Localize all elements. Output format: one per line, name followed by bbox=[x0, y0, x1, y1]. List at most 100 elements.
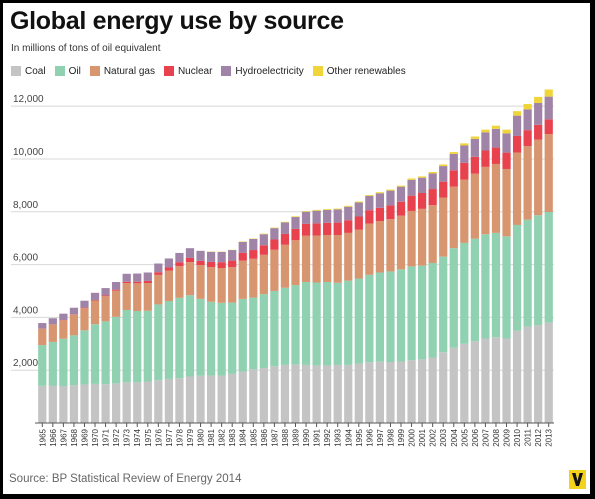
bar-segment-nuclear bbox=[344, 220, 353, 233]
x-tick-label: 1979 bbox=[186, 428, 195, 446]
bar-segment-other-renewables bbox=[439, 164, 448, 167]
bar-segment-other-renewables bbox=[312, 209, 321, 211]
bar-segment-nuclear bbox=[417, 193, 427, 209]
bar-segment-natural-gas bbox=[48, 324, 57, 342]
bar-segment-other-renewables bbox=[259, 233, 268, 235]
bar-segment-natural-gas bbox=[206, 267, 216, 302]
bar-segment-nuclear bbox=[143, 280, 152, 284]
bar-segment-oil bbox=[228, 302, 237, 374]
x-tick-label: 1973 bbox=[123, 428, 132, 446]
bar-segment-oil bbox=[112, 316, 121, 384]
bar-segment-coal bbox=[280, 364, 290, 423]
bar-segment-nuclear bbox=[228, 260, 237, 268]
legend-label: Other renewables bbox=[326, 65, 406, 77]
bar-segment-natural-gas bbox=[417, 208, 427, 266]
bar-segment-hydroelectricity bbox=[164, 258, 174, 268]
bar-segment-nuclear bbox=[122, 281, 131, 284]
bar-segment-other-renewables bbox=[365, 194, 374, 196]
bar-segment-natural-gas bbox=[217, 267, 226, 303]
bar-segment-natural-gas bbox=[502, 168, 511, 237]
x-tick-label: 1986 bbox=[260, 428, 269, 446]
bar-segment-nuclear bbox=[185, 257, 195, 263]
bar-segment-oil bbox=[238, 298, 247, 372]
bar-segment-oil bbox=[80, 330, 89, 385]
bar-segment-oil bbox=[154, 304, 163, 381]
bar-segment-hydroelectricity bbox=[228, 250, 237, 261]
bar-segment-coal bbox=[90, 383, 100, 423]
bar-segment-hydroelectricity bbox=[217, 251, 226, 263]
bar-segment-hydroelectricity bbox=[365, 195, 374, 211]
bar-segment-coal bbox=[59, 386, 68, 423]
bar-segment-natural-gas bbox=[407, 210, 416, 267]
bar-segment-oil bbox=[133, 311, 142, 383]
bar-segment-natural-gas bbox=[59, 320, 68, 339]
bar-segment-hydroelectricity bbox=[154, 263, 163, 273]
bar-segment-nuclear bbox=[365, 210, 374, 224]
bar-segment-coal bbox=[512, 330, 522, 423]
bar-segment-hydroelectricity bbox=[69, 307, 79, 315]
bar-segment-other-renewables bbox=[407, 178, 416, 180]
x-tick-label: 1978 bbox=[175, 428, 184, 446]
bar-segment-other-renewables bbox=[323, 209, 332, 210]
x-tick-label: 1987 bbox=[270, 428, 279, 446]
legend-swatch bbox=[312, 66, 323, 76]
bar-segment-hydroelectricity bbox=[512, 115, 522, 136]
bar-segment-other-renewables bbox=[512, 111, 522, 116]
bar-segment-other-renewables bbox=[470, 136, 479, 139]
bar-segment-natural-gas bbox=[375, 220, 385, 273]
bar-segment-natural-gas bbox=[470, 173, 479, 239]
bar-segment-coal bbox=[386, 362, 395, 423]
bar-segment-oil bbox=[217, 302, 226, 376]
bar-segment-natural-gas bbox=[312, 235, 321, 283]
bar-segment-oil bbox=[249, 297, 258, 370]
bar-segment-other-renewables bbox=[375, 192, 385, 194]
bar-segment-oil bbox=[365, 274, 374, 363]
bar-segment-coal bbox=[354, 363, 363, 423]
bar-segment-hydroelectricity bbox=[112, 281, 121, 290]
y-tick-label: 6,000 bbox=[13, 253, 38, 264]
bar-segment-coal bbox=[48, 385, 57, 423]
bar-segment-other-renewables bbox=[523, 104, 532, 110]
legend-label: Coal bbox=[25, 65, 46, 77]
bar-segment-natural-gas bbox=[196, 265, 205, 299]
bar-segment-hydroelectricity bbox=[301, 211, 311, 224]
x-tick-label: 2009 bbox=[503, 428, 512, 446]
bar-segment-oil bbox=[143, 310, 152, 382]
bar-segment-nuclear bbox=[270, 239, 279, 250]
bar-segment-coal bbox=[544, 322, 553, 423]
bar-segment-natural-gas bbox=[101, 296, 110, 322]
x-tick-label: 1992 bbox=[323, 428, 332, 446]
bar-segment-coal bbox=[249, 369, 258, 423]
bar-segment-nuclear bbox=[133, 281, 142, 284]
bar-segment-natural-gas bbox=[428, 205, 437, 263]
bar-segment-nuclear bbox=[164, 267, 174, 271]
x-tick-label: 2013 bbox=[545, 428, 554, 446]
bar-segment-natural-gas bbox=[386, 219, 395, 272]
bar-segment-coal bbox=[238, 371, 247, 423]
bar-segment-coal bbox=[460, 343, 469, 423]
bar-segment-hydroelectricity bbox=[470, 138, 479, 157]
bar-segment-coal bbox=[439, 352, 448, 423]
bar-segment-oil bbox=[375, 272, 385, 362]
bar-segment-hydroelectricity bbox=[196, 250, 205, 261]
bar-segment-other-renewables bbox=[301, 211, 311, 212]
bar-segment-oil bbox=[323, 281, 332, 366]
bar-segment-coal bbox=[80, 384, 89, 423]
x-tick-label: 2008 bbox=[492, 428, 501, 446]
bar-segment-coal bbox=[502, 338, 511, 423]
bar-segment-hydroelectricity bbox=[133, 273, 142, 282]
bar-segment-nuclear bbox=[460, 162, 469, 180]
bar-segment-oil bbox=[354, 278, 363, 364]
x-tick-label: 1982 bbox=[218, 428, 227, 446]
bar-segment-oil bbox=[122, 309, 131, 383]
legend-label: Oil bbox=[68, 65, 81, 77]
x-tick-label: 2006 bbox=[471, 428, 480, 446]
x-tick-label: 1975 bbox=[144, 428, 153, 446]
bar-segment-natural-gas bbox=[259, 254, 268, 295]
bar-segment-oil bbox=[101, 321, 110, 385]
legend-item-coal: Coal bbox=[11, 66, 46, 77]
legend-item-oil: Oil bbox=[54, 65, 81, 77]
bar-segment-oil bbox=[534, 215, 543, 326]
bar-segment-other-renewables bbox=[280, 221, 290, 223]
bar-segment-natural-gas bbox=[249, 258, 258, 298]
